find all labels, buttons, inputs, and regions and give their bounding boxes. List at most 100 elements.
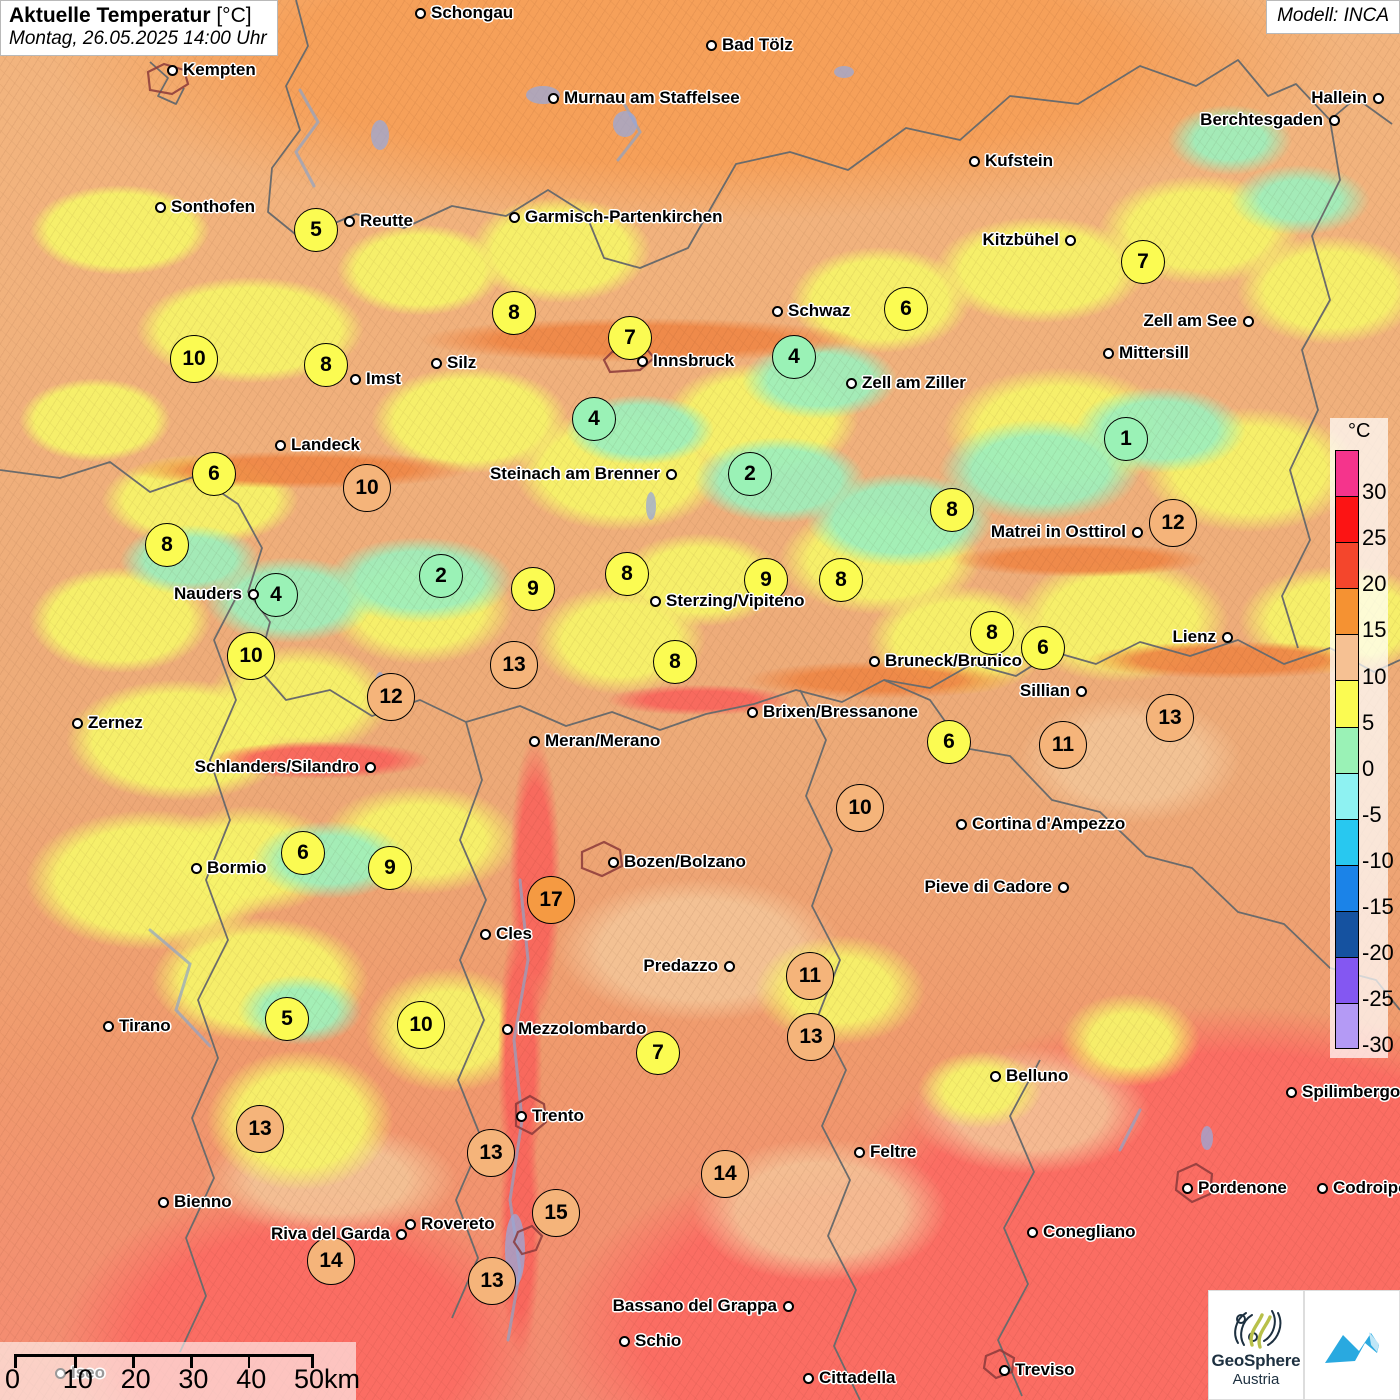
city-marker-icon [1242, 315, 1254, 327]
rivers [148, 88, 1142, 1342]
legend-tick: -30 [1362, 1032, 1394, 1058]
legend-tick: 0 [1362, 755, 1375, 781]
city-marker-icon [782, 1300, 794, 1312]
station-temperature-marker[interactable]: 11 [786, 952, 834, 1000]
station-temperature-marker[interactable]: 4 [772, 335, 816, 379]
station-temperature-marker[interactable]: 6 [927, 720, 971, 764]
station-temperature-marker[interactable]: 8 [653, 640, 697, 684]
station-temperature-marker[interactable]: 13 [236, 1105, 284, 1153]
city-name-text: Predazzo [643, 956, 718, 975]
city-marker-icon [547, 92, 559, 104]
city-marker-icon [1221, 631, 1233, 643]
station-temperature-marker[interactable]: 14 [307, 1237, 355, 1285]
station-temperature-marker[interactable]: 13 [787, 1013, 835, 1061]
station-temperature-marker[interactable]: 6 [1021, 626, 1065, 670]
station-temperature-marker[interactable]: 11 [1039, 721, 1087, 769]
station-temperature-marker[interactable]: 10 [397, 1001, 445, 1049]
city-marker-icon [349, 373, 361, 385]
legend-tick: -25 [1362, 986, 1394, 1012]
city-marker-icon [1075, 685, 1087, 697]
station-temperature-marker[interactable]: 15 [532, 1189, 580, 1237]
station-temperature-marker[interactable]: 6 [192, 452, 236, 496]
city-name-text: Conegliano [1043, 1222, 1136, 1241]
city-name-text: Lienz [1172, 627, 1216, 646]
city-marker-icon [746, 706, 758, 718]
city-name-text: Cortina d'Ampezzo [972, 814, 1126, 833]
city-name-text: Zell am See [1143, 311, 1237, 330]
station-temperature-marker[interactable]: 9 [744, 558, 788, 602]
station-temperature-marker[interactable]: 10 [343, 464, 391, 512]
scale-bar: 0 10 20 30 40 50km [0, 1342, 360, 1400]
geosphere-name-line2: Austria [1232, 1370, 1280, 1388]
city-marker-icon [1181, 1182, 1193, 1194]
station-temperature-marker[interactable]: 8 [145, 523, 189, 567]
station-temperature-marker[interactable]: 8 [605, 552, 649, 596]
city-name-text: Silz [447, 353, 477, 372]
station-temperature-marker[interactable]: 5 [265, 997, 309, 1041]
city-marker-icon [157, 1196, 169, 1208]
city-marker-icon [1316, 1182, 1328, 1194]
city-marker-icon [190, 862, 202, 874]
logo-strip: GeoSphere Austria [1208, 1290, 1400, 1400]
station-temperature-marker[interactable]: 10 [170, 335, 218, 383]
station-temperature-marker[interactable]: 2 [419, 554, 463, 598]
station-temperature-marker[interactable]: 8 [930, 488, 974, 532]
station-temperature-marker[interactable]: 9 [511, 567, 555, 611]
model-label: Modell: INCA [1277, 5, 1389, 26]
city-name-text: Zell am Ziller [862, 373, 966, 392]
station-temperature-marker[interactable]: 13 [490, 641, 538, 689]
city-marker-icon [998, 1364, 1010, 1376]
station-temperature-marker[interactable]: 4 [254, 573, 298, 617]
model-panel: Modell: INCA [1266, 0, 1400, 34]
station-temperature-marker[interactable]: 5 [294, 208, 338, 252]
station-temperature-marker[interactable]: 6 [281, 831, 325, 875]
city-name-text: Schlanders/Silandro [194, 757, 359, 776]
station-temperature-marker[interactable]: 12 [367, 673, 415, 721]
city-name-text: Pordenone [1198, 1178, 1287, 1197]
station-temperature-marker[interactable]: 7 [636, 1031, 680, 1075]
city-name-text: Brixen/Bressanone [763, 702, 918, 721]
station-temperature-marker[interactable]: 4 [572, 397, 616, 441]
legend-swatch [1335, 542, 1359, 589]
station-temperature-marker[interactable]: 17 [527, 876, 575, 924]
city-marker-icon [343, 215, 355, 227]
city-marker-icon [528, 735, 540, 747]
station-temperature-marker[interactable]: 13 [467, 1129, 515, 1177]
city-marker-icon [955, 818, 967, 830]
station-temperature-marker[interactable]: 13 [1146, 694, 1194, 742]
station-temperature-marker[interactable]: 9 [368, 846, 412, 890]
station-temperature-marker[interactable]: 2 [728, 452, 772, 496]
station-temperature-marker[interactable]: 6 [884, 287, 928, 331]
station-temperature-marker[interactable]: 12 [1149, 499, 1197, 547]
city-marker-icon [508, 211, 520, 223]
station-temperature-marker[interactable]: 13 [468, 1257, 516, 1305]
city-name-text: Sonthofen [171, 197, 256, 216]
legend-swatch [1335, 772, 1359, 819]
map-datetime: Montag, 26.05.2025 14:00 Uhr [9, 28, 267, 50]
station-temperature-marker[interactable]: 8 [819, 558, 863, 602]
station-temperature-marker[interactable]: 8 [970, 611, 1014, 655]
station-temperature-marker[interactable]: 8 [304, 343, 348, 387]
station-temperature-marker[interactable]: 10 [836, 784, 884, 832]
station-temperature-marker[interactable]: 8 [492, 291, 536, 335]
station-temperature-marker[interactable]: 7 [1121, 240, 1165, 284]
city-name-text: Garmisch-Partenkirchen [525, 207, 723, 226]
city-marker-icon [414, 7, 426, 19]
city-marker-icon [1372, 92, 1384, 104]
city-name-text: Zernez [88, 713, 143, 732]
city-name-text: Sillian [1019, 681, 1070, 700]
station-temperature-marker[interactable]: 7 [608, 316, 652, 360]
city-name-text: Belluno [1006, 1066, 1069, 1085]
legend-swatch [1335, 910, 1359, 958]
scale-bar-line [14, 1354, 314, 1368]
station-temperature-marker[interactable]: 14 [701, 1150, 749, 1198]
station-temperature-marker[interactable]: 1 [1104, 417, 1148, 461]
city-name-text: Reutte [360, 211, 413, 230]
city-name-text: Meran/Merano [545, 731, 661, 750]
legend-tick: -10 [1362, 847, 1394, 873]
station-temperature-marker[interactable]: 10 [227, 632, 275, 680]
city-marker-icon [247, 588, 259, 600]
city-name-text: Innsbruck [653, 351, 735, 370]
city-name-text: Cittadella [819, 1368, 896, 1387]
city-name-text: Treviso [1015, 1360, 1075, 1379]
